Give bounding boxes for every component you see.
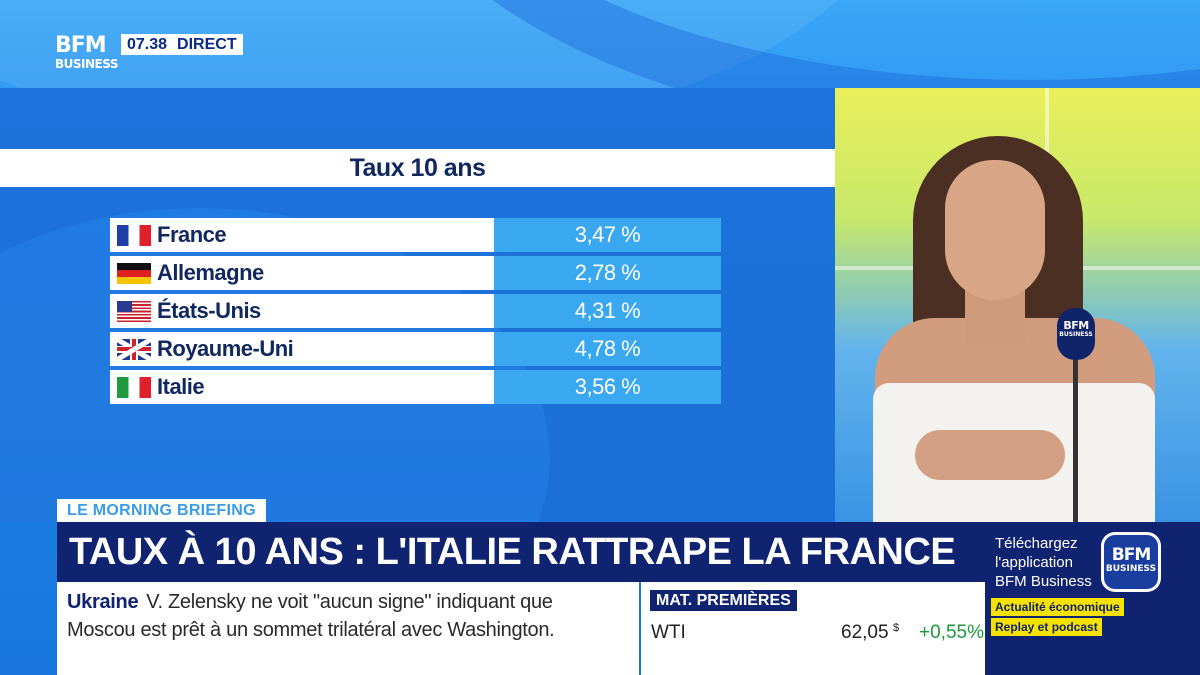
logo-bfm-text: BFM [55, 33, 107, 58]
table-row: États-Unis 4,31 % [110, 294, 721, 328]
market-value: 62,05 [841, 622, 889, 643]
country-cell: Italie [110, 370, 494, 404]
app-logo-icon: BFM BUSINESS [1101, 532, 1161, 592]
table-row: Royaume-Uni 4,78 % [110, 332, 721, 366]
app-logo-text: BFM [1111, 545, 1152, 565]
country-cell: États-Unis [110, 294, 494, 328]
markets-box: MAT. PREMIÈRES WTI 62,05 $ +0,55% [641, 582, 985, 675]
logo-business-text: BUSINESS [55, 57, 118, 71]
ticker-keyword: Ukraine [67, 591, 139, 613]
presenter-hands [915, 430, 1065, 480]
country-name: Royaume-Uni [157, 336, 294, 361]
ticker-line-2: Moscou est prêt à un sommet trilatéral a… [67, 619, 555, 641]
table-row: France 3,47 % [110, 218, 721, 252]
rates-table: France 3,47 % Allemagne 2,78 % États-Uni… [110, 218, 721, 408]
microphone-icon: BFM BUSINESS [1057, 308, 1095, 360]
country-cell: France [110, 218, 494, 252]
app-promo: Téléchargez l'application BFM Business B… [985, 522, 1200, 675]
promo-text: Téléchargez l'application BFM Business [995, 535, 1092, 590]
flag-france-icon [117, 224, 151, 246]
market-name: WTI [651, 622, 686, 643]
country-name: France [157, 222, 227, 247]
mic-logo-subtext: BUSINESS [1059, 331, 1093, 338]
table-row: Italie 3,56 % [110, 370, 721, 404]
program-tag: LE MORNING BRIEFING [57, 499, 266, 522]
flag-usa-icon [117, 300, 151, 322]
presenter-video: BFM BUSINESS [835, 88, 1200, 522]
rate-value: 4,31 % [494, 294, 721, 328]
mic-logo-text: BFM [1063, 319, 1089, 332]
market-change: +0,55% [919, 622, 984, 643]
ticker-line-1: Ukraine V. Zelensky ne voit "aucun signe"… [67, 588, 629, 616]
market-unit: $ [893, 622, 900, 634]
markets-title: MAT. PREMIÈRES [650, 590, 797, 611]
promo-badge-news: Actualité économique [991, 598, 1124, 616]
headline: TAUX À 10 ANS : L'ITALIE RATTRAPE LA FRA… [57, 522, 985, 582]
flag-uk-icon [117, 338, 151, 360]
rate-value: 3,47 % [494, 218, 721, 252]
promo-badge-replay: Replay et podcast [991, 618, 1102, 636]
flag-italy-icon [117, 376, 151, 398]
rate-value: 3,56 % [494, 370, 721, 404]
rates-graphic-panel: Taux 10 ans France 3,47 % Allemagne 2,78… [0, 88, 835, 522]
country-name: Italie [157, 374, 205, 399]
country-name: États-Unis [157, 298, 261, 323]
table-row: Allemagne 2,78 % [110, 256, 721, 290]
rate-value: 2,78 % [494, 256, 721, 290]
app-logo-subtext: BUSINESS [1105, 564, 1157, 574]
country-cell: Allemagne [110, 256, 494, 290]
table-title: Taux 10 ans [0, 149, 835, 187]
country-cell: Royaume-Uni [110, 332, 494, 366]
channel-logo: BFM BUSINESS [55, 33, 118, 75]
clock-time: 07.38 [127, 36, 168, 53]
mic-stand [1073, 346, 1078, 522]
live-badge: DIRECT [177, 36, 237, 53]
flag-germany-icon [117, 262, 151, 284]
country-name: Allemagne [157, 260, 264, 285]
rate-value: 4,78 % [494, 332, 721, 366]
live-clock: 07.38 DIRECT [121, 34, 243, 55]
presenter-face [945, 160, 1045, 300]
ticker-text-1: V. Zelensky ne voit "aucun signe" indiqu… [146, 591, 553, 613]
news-ticker: Ukraine V. Zelensky ne voit "aucun signe"… [57, 582, 639, 675]
